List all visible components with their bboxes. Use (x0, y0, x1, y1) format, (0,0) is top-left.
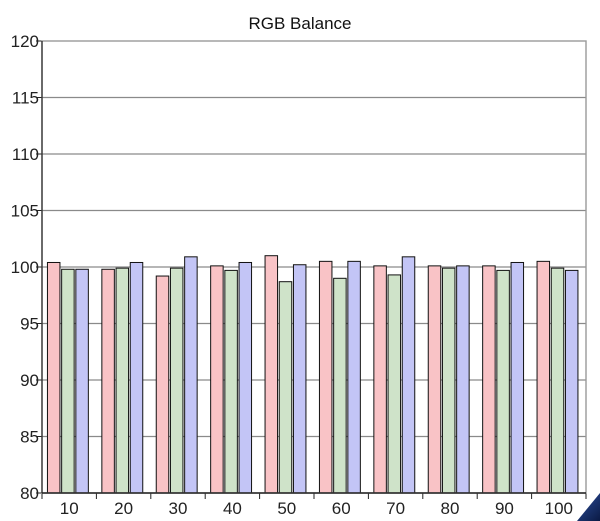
bar (224, 269, 238, 494)
bar (510, 261, 525, 494)
x-tick-label: 10 (60, 499, 79, 518)
bar (101, 268, 115, 494)
y-tick-label: 110 (12, 145, 39, 164)
x-tick-label: 60 (332, 499, 351, 518)
bar (333, 277, 347, 494)
chart-title: RGB Balance (248, 14, 352, 33)
y-tick-label: 85 (20, 428, 39, 447)
y-tick-label: 115 (12, 89, 39, 108)
y-tick-label: 105 (11, 202, 39, 221)
bar (347, 260, 361, 494)
bar (115, 267, 130, 494)
bar (387, 274, 402, 494)
bar (169, 267, 184, 494)
bar (238, 261, 253, 494)
bar (155, 275, 170, 494)
x-tick-label: 100 (545, 499, 573, 518)
bar (61, 268, 75, 494)
bar (441, 267, 456, 494)
bar (278, 281, 293, 494)
bar (46, 261, 61, 494)
y-tick-label: 95 (20, 315, 39, 334)
y-tick-label: 120 (11, 32, 39, 51)
bar (373, 265, 387, 494)
bar (496, 269, 510, 494)
x-tick-label: 20 (114, 499, 133, 518)
bar (482, 265, 496, 494)
y-tick-label: 90 (20, 371, 39, 390)
y-tick-label: 100 (11, 258, 39, 277)
x-tick-label: 70 (386, 499, 405, 518)
bar (210, 265, 224, 494)
x-tick-label: 40 (223, 499, 242, 518)
bar (264, 255, 279, 494)
bar (184, 256, 198, 494)
x-tick-label: 30 (169, 499, 188, 518)
bar (318, 260, 333, 494)
bar (456, 265, 470, 494)
y-tick-label: 80 (20, 484, 39, 503)
bar (75, 268, 89, 494)
bar (427, 265, 442, 494)
bar (401, 256, 416, 494)
bar (564, 269, 579, 494)
bar (129, 261, 144, 494)
x-tick-label: 80 (441, 499, 460, 518)
bar (292, 264, 307, 494)
bar (536, 260, 551, 494)
x-tick-label: 90 (495, 499, 514, 518)
bar (550, 267, 565, 494)
x-tick-label: 50 (277, 499, 296, 518)
